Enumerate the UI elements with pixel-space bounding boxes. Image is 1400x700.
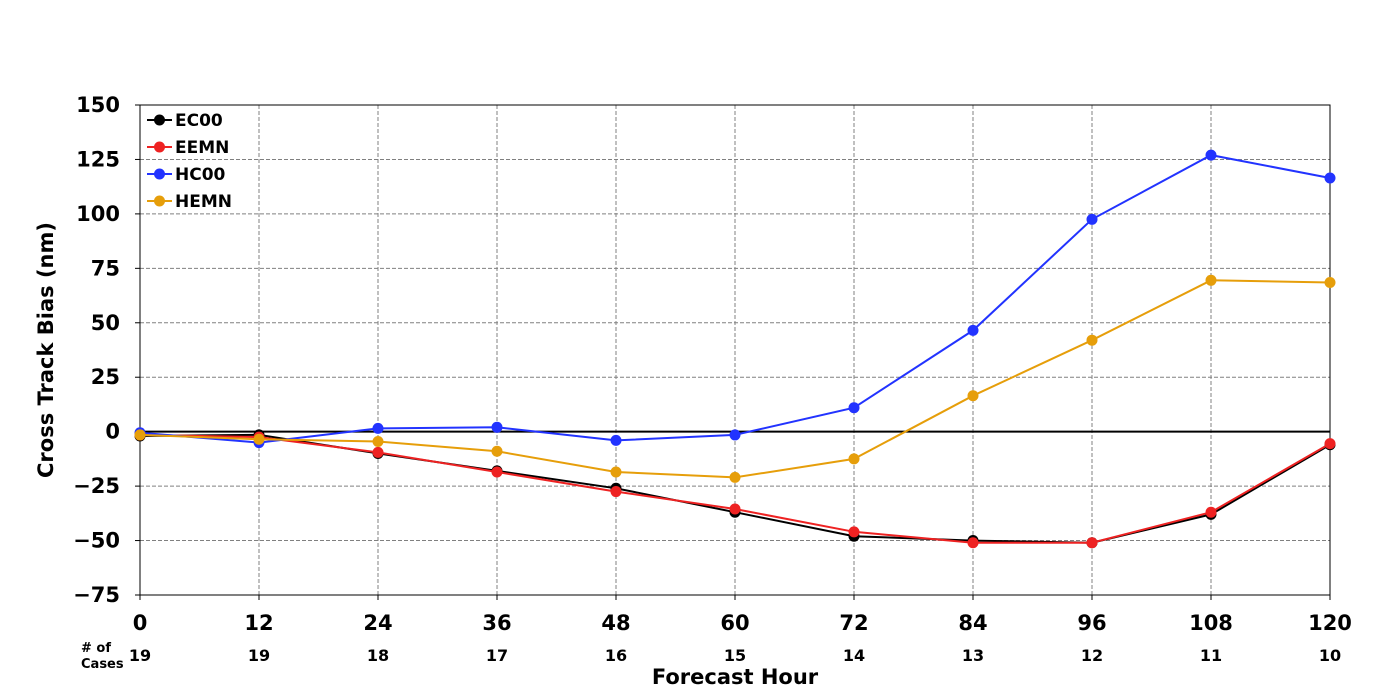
data-point-hc00 <box>729 429 741 441</box>
series-hemn <box>134 274 1336 483</box>
x-axis-title: Forecast Hour <box>652 665 819 689</box>
y-tick-label: 100 <box>76 202 120 226</box>
x-tick-label: 84 <box>958 611 987 635</box>
data-point-eemn <box>1324 438 1336 450</box>
legend-label: EC00 <box>175 111 223 131</box>
case-count: 12 <box>1081 646 1103 665</box>
data-point-hemn <box>729 471 741 483</box>
data-point-hc00 <box>1324 172 1336 184</box>
data-point-eemn <box>372 446 384 458</box>
y-tick-label: 25 <box>91 365 120 389</box>
case-count: 10 <box>1319 646 1341 665</box>
y-tick-label: −50 <box>73 529 120 553</box>
grid-lines <box>140 105 1330 595</box>
x-tick-label: 36 <box>482 611 511 635</box>
legend-marker <box>154 114 165 126</box>
data-point-eemn <box>491 466 503 478</box>
y-tick-label: −25 <box>73 474 120 498</box>
series-eemn <box>134 429 1336 549</box>
legend-label: HC00 <box>175 165 226 185</box>
data-point-hc00 <box>372 422 384 434</box>
data-point-hemn <box>491 445 503 457</box>
case-count: 17 <box>486 646 508 665</box>
data-point-eemn <box>848 526 860 538</box>
data-point-hemn <box>372 435 384 447</box>
legend-label: HEMN <box>175 192 232 212</box>
legend-label: EEMN <box>175 138 229 158</box>
cases-label-line2: Cases <box>81 657 124 672</box>
data-point-hc00 <box>1086 213 1098 225</box>
series-hc00 <box>134 149 1336 449</box>
data-point-hemn <box>1205 274 1217 286</box>
x-tick-label: 24 <box>363 611 392 635</box>
data-point-hemn <box>967 390 979 402</box>
case-count: 11 <box>1200 646 1222 665</box>
data-point-hemn <box>1324 276 1336 288</box>
data-point-hc00 <box>1205 149 1217 161</box>
x-tick-label: 48 <box>601 611 630 635</box>
case-count: 18 <box>367 646 389 665</box>
legend-item-hemn: HEMN <box>147 192 232 212</box>
y-tick-label: 50 <box>91 311 120 335</box>
x-tick-label: 72 <box>839 611 868 635</box>
y-tick-label: −75 <box>73 583 120 607</box>
data-point-eemn <box>967 537 979 549</box>
case-count: 14 <box>843 646 865 665</box>
x-tick-label: 96 <box>1077 611 1106 635</box>
data-point-hc00 <box>848 402 860 414</box>
legend-item-ec00: EC00 <box>147 111 223 131</box>
case-count: 13 <box>962 646 984 665</box>
legend-marker <box>154 195 165 207</box>
data-point-eemn <box>729 503 741 515</box>
data-point-hc00 <box>610 434 622 446</box>
x-tick-label: 12 <box>244 611 273 635</box>
case-count: 19 <box>129 646 151 665</box>
x-tick-label: 120 <box>1308 611 1352 635</box>
data-point-eemn <box>1205 506 1217 518</box>
y-tick-label: 0 <box>105 420 120 444</box>
x-tick-labels: 0 12 24 36 48 60 72 84 96 108 120 <box>133 595 1352 635</box>
y-tick-label: 125 <box>76 147 120 171</box>
y-tick-labels: 150 125 100 75 50 25 0 −25 −50 −75 <box>73 93 140 607</box>
data-point-hemn <box>134 429 146 441</box>
y-tick-label: 150 <box>76 93 120 117</box>
case-count: 19 <box>248 646 270 665</box>
y-axis-title: Cross Track Bias (nm) <box>34 222 58 478</box>
data-series <box>134 149 1336 549</box>
legend: EC00 EEMN HC00 HEMN <box>147 111 232 212</box>
data-point-eemn <box>610 486 622 498</box>
legend-marker <box>154 168 165 180</box>
data-point-hc00 <box>491 421 503 433</box>
cases-label-line1: # of <box>81 641 111 656</box>
case-count: 16 <box>605 646 627 665</box>
x-tick-label: 60 <box>720 611 749 635</box>
x-tick-label: 0 <box>133 611 148 635</box>
data-point-hemn <box>1086 334 1098 346</box>
data-point-eemn <box>1086 537 1098 549</box>
legend-item-hc00: HC00 <box>147 165 226 185</box>
data-point-hc00 <box>967 324 979 336</box>
legend-marker <box>154 141 165 153</box>
case-count: 15 <box>724 646 746 665</box>
data-point-hemn <box>253 433 265 445</box>
data-point-hemn <box>610 466 622 478</box>
legend-item-eemn: EEMN <box>147 138 229 158</box>
y-tick-label: 75 <box>91 256 120 280</box>
x-tick-label: 108 <box>1189 611 1233 635</box>
case-counts: 19 19 18 17 16 15 14 13 12 11 10 <box>129 646 1341 665</box>
data-point-hemn <box>848 453 860 465</box>
